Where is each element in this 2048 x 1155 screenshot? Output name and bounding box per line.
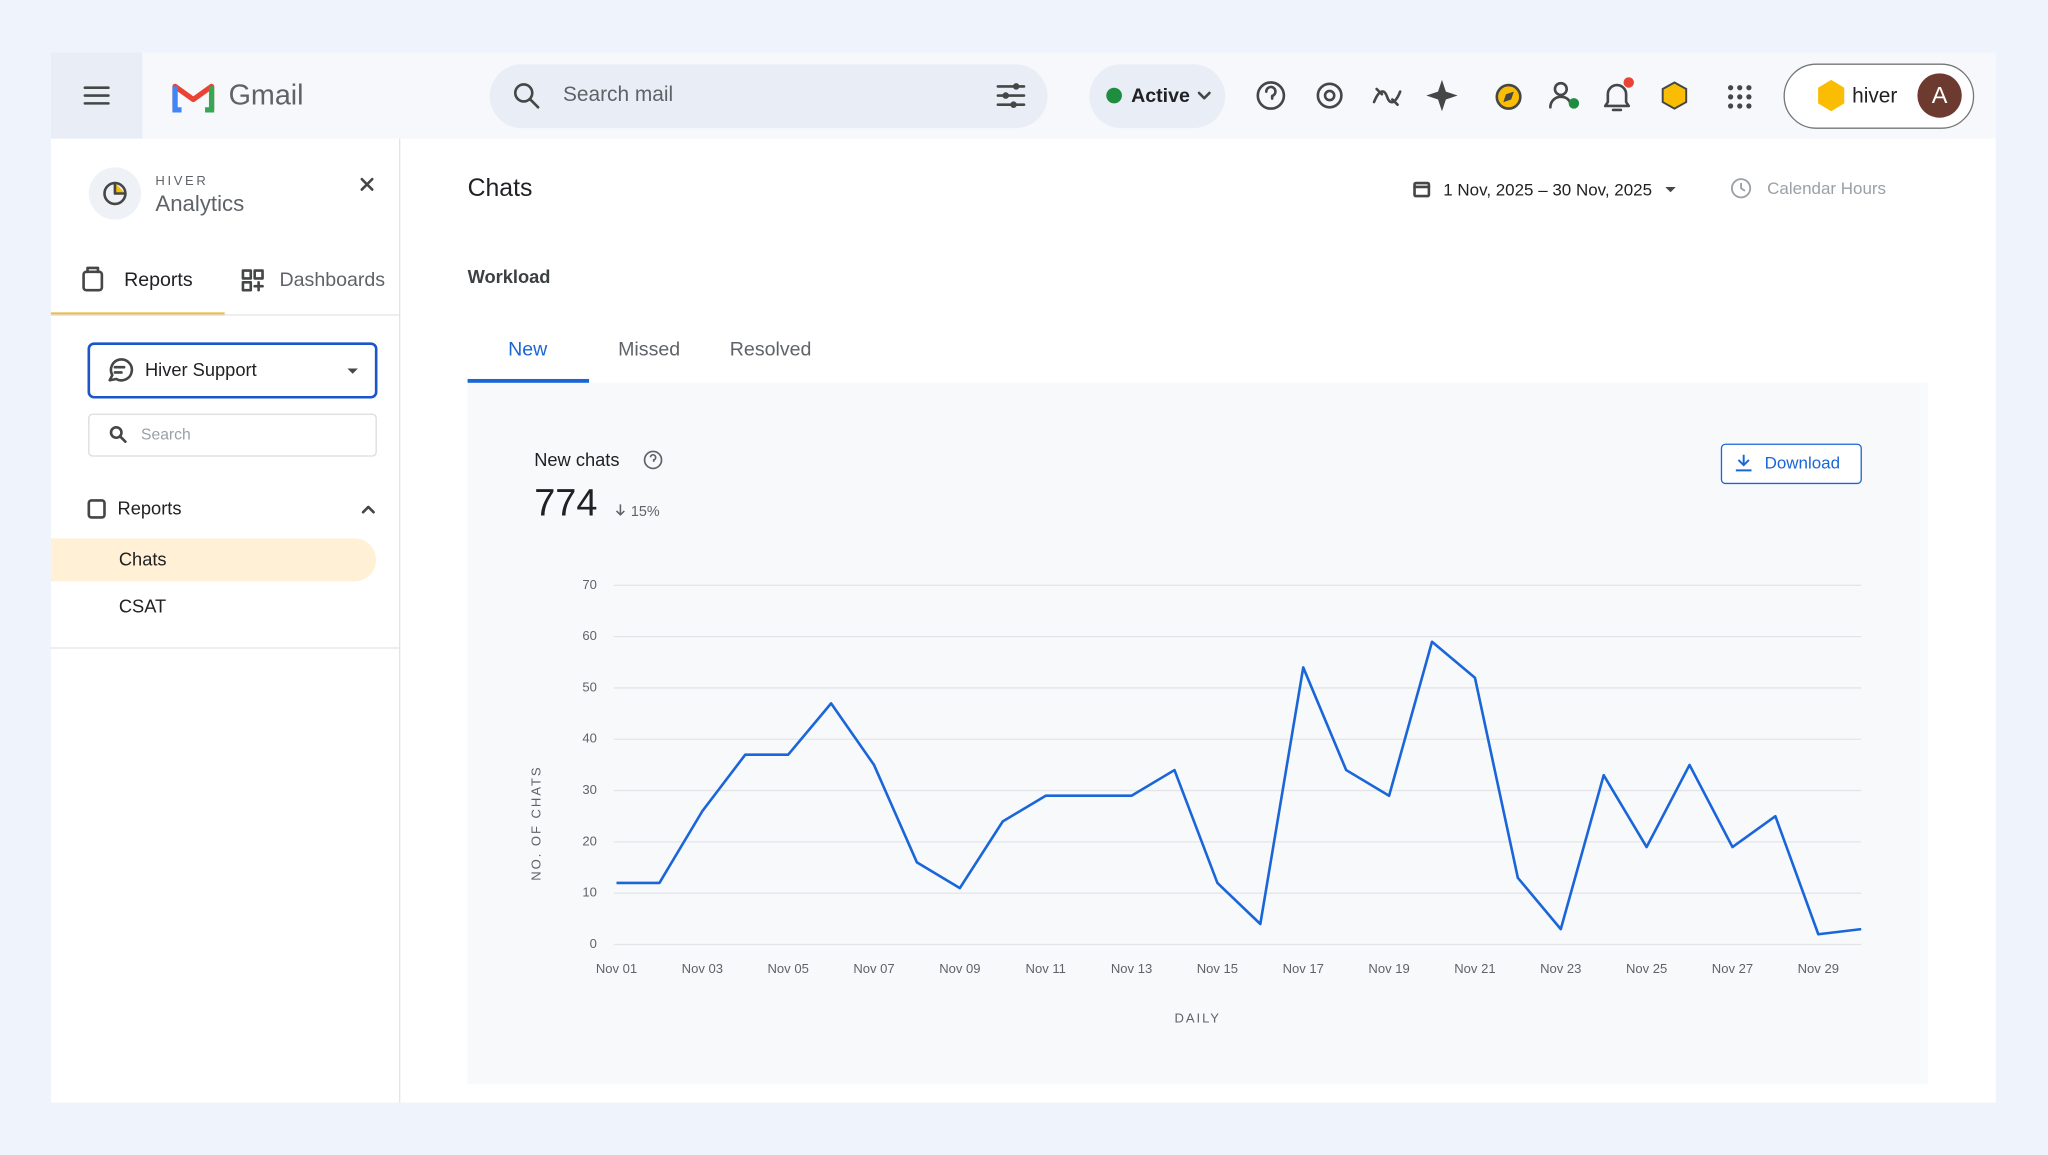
integrations-icon[interactable]: [1372, 87, 1402, 106]
x-tick-label: Nov 01: [596, 961, 637, 976]
inbox-name: Hiver Support: [145, 359, 257, 380]
gmail-logo[interactable]: Gmail: [172, 79, 304, 113]
y-tick-label: 70: [582, 577, 597, 592]
active-tab-underline: [50, 312, 225, 316]
status-caret: [1197, 91, 1211, 100]
menu-button[interactable]: [83, 86, 110, 105]
download-label: Download: [1765, 453, 1840, 472]
data-line: [616, 640, 1862, 936]
section-collapse[interactable]: [361, 505, 375, 514]
y-tick-label: 50: [582, 679, 597, 694]
x-tick-label: Nov 27: [1712, 961, 1753, 976]
analytics-logo-icon: [103, 181, 127, 206]
section-title[interactable]: Reports: [118, 497, 182, 518]
x-tick-label: Nov 19: [1368, 961, 1409, 976]
sidebar-search[interactable]: [88, 413, 377, 457]
y-axis-label: NO. OF CHATS: [528, 765, 543, 880]
download-button[interactable]: [1720, 443, 1862, 485]
card-title: New chats: [534, 449, 619, 470]
clock-icon: [1731, 178, 1752, 199]
chart-card: [467, 382, 1928, 1085]
contacts-icon[interactable]: [1549, 81, 1572, 109]
search-icon: [513, 83, 540, 109]
inbox-select[interactable]: [87, 342, 378, 399]
hiver-icon[interactable]: [1661, 81, 1688, 110]
x-tick-label: Nov 07: [853, 961, 894, 976]
x-tick-label: Nov 09: [939, 961, 980, 976]
inbox-caret: [347, 368, 358, 374]
date-range[interactable]: 1 Nov, 2025 – 30 Nov, 2025: [1443, 180, 1652, 199]
calendar-icon: [1413, 181, 1431, 198]
sidebar-search-icon: [109, 425, 127, 443]
notifications-icon[interactable]: [1603, 83, 1631, 112]
gmail-brand: Gmail: [229, 79, 304, 111]
x-tick-label: Nov 21: [1454, 961, 1495, 976]
gemini-icon[interactable]: [1426, 79, 1458, 112]
hours-setting[interactable]: Calendar Hours: [1767, 179, 1886, 198]
x-tick-label: Nov 05: [768, 961, 809, 976]
sidebar-search-placeholder: Search: [141, 426, 191, 443]
section-heading: Workload: [468, 266, 551, 287]
x-tick-label: Nov 23: [1540, 961, 1581, 976]
account-brand: hiver: [1852, 84, 1897, 107]
reports-tab[interactable]: Reports: [124, 269, 193, 291]
inbox-icon: [108, 358, 134, 382]
y-tick-label: 40: [582, 731, 597, 746]
download-icon: [1735, 454, 1752, 472]
contacts-badge: [1568, 98, 1580, 109]
reports-tab-icon: [82, 266, 104, 292]
settings-icon[interactable]: [1316, 82, 1343, 109]
section-icon: [87, 499, 106, 519]
status-dot: [1106, 87, 1122, 104]
compass-icon[interactable]: [1495, 83, 1522, 110]
x-tick-label: Nov 17: [1283, 961, 1324, 976]
status-button[interactable]: [1089, 64, 1226, 129]
dashboards-tab-icon: [241, 269, 264, 292]
dashboards-tab[interactable]: Dashboards: [280, 269, 386, 291]
apps-icon[interactable]: [1728, 85, 1752, 109]
status-text: Active: [1131, 85, 1190, 107]
active-item-edge: [50, 538, 78, 582]
chart-tab-underline: [467, 378, 590, 383]
x-tick-label: Nov 25: [1626, 961, 1667, 976]
sidebar-brand: HIVER: [155, 173, 208, 188]
account-brand-logo: [1818, 79, 1845, 112]
y-tick-label: 60: [582, 628, 597, 643]
date-caret: [1665, 186, 1676, 193]
x-tick-label: Nov 11: [1026, 961, 1066, 976]
y-tick-label: 30: [582, 782, 597, 797]
y-tick-label: 10: [582, 885, 597, 900]
x-axis-label: DAILY: [1174, 1010, 1221, 1025]
plot: 0 10 20 30 40 50 60 70 Nov 01 Nov 03 Nov 05 Nov 07 N…: [582, 577, 1862, 976]
page-title: Chats: [468, 175, 533, 202]
chart-tab[interactable]: Missed: [618, 338, 680, 360]
x-tick-label: Nov 03: [682, 961, 723, 976]
avatar[interactable]: [1917, 73, 1962, 118]
avatar-letter: A: [1932, 82, 1948, 108]
x-tick-label: Nov 29: [1798, 961, 1839, 976]
help-icon[interactable]: [1256, 81, 1286, 110]
close-button[interactable]: [360, 177, 374, 191]
chart-tab[interactable]: New: [508, 338, 548, 360]
sidebar-product: Analytics: [155, 191, 244, 216]
x-tick-label: Nov 15: [1197, 961, 1238, 976]
filter-icon[interactable]: [996, 83, 1026, 108]
card-change: 15%: [631, 504, 660, 520]
search-box[interactable]: [489, 64, 1048, 129]
notification-badge: [1623, 77, 1634, 88]
change-arrow: [615, 504, 625, 516]
active-item: [50, 538, 377, 582]
card-help-icon[interactable]: [643, 450, 663, 470]
nav-item[interactable]: Chats: [119, 548, 167, 569]
y-tick-label: 0: [590, 936, 597, 951]
y-tick-label: 20: [582, 833, 597, 848]
x-tick-label: Nov 13: [1111, 961, 1152, 976]
nav-item[interactable]: CSAT: [119, 595, 166, 616]
card-total: 774: [534, 483, 597, 525]
chart-tab[interactable]: Resolved: [730, 338, 812, 360]
search-placeholder: Search mail: [563, 83, 673, 106]
